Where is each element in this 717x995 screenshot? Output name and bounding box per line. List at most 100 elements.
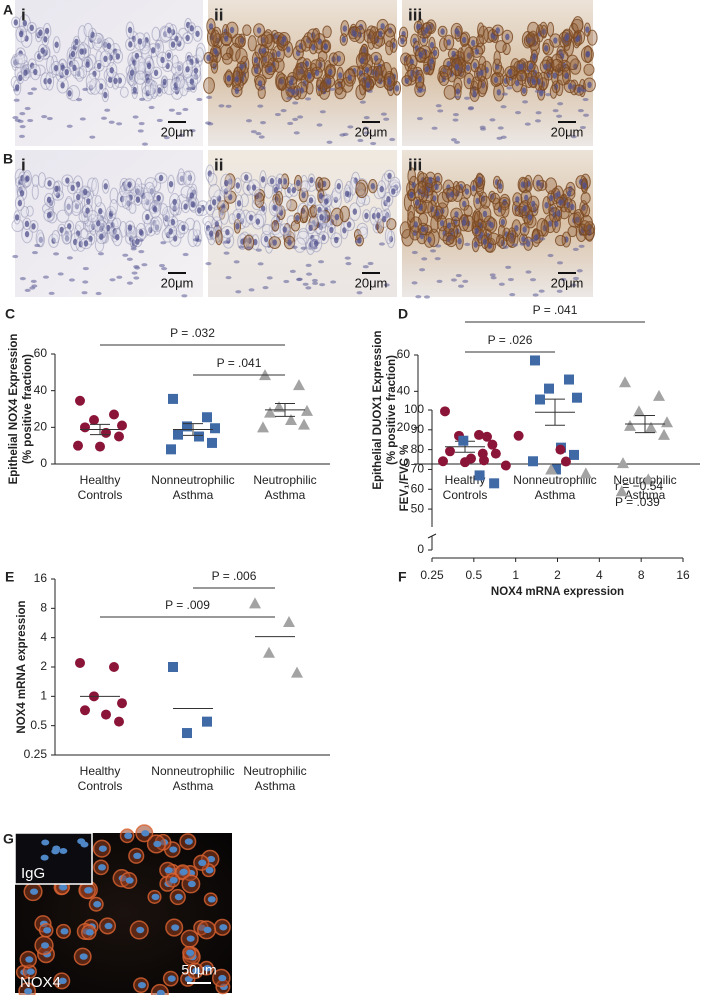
panel-label: A (3, 2, 13, 18)
nucleus (96, 62, 102, 70)
cell (487, 232, 500, 245)
nucleus (189, 192, 194, 199)
nucleus (106, 42, 112, 50)
stroma-nucleus (534, 119, 541, 123)
stroma-nucleus (182, 252, 189, 257)
micrograph (203, 0, 402, 146)
stroma-nucleus (262, 286, 269, 290)
nucleus (378, 30, 383, 38)
stroma-nucleus (181, 294, 188, 298)
nucleus (224, 179, 229, 187)
stroma-nucleus (250, 130, 257, 134)
stroma-nucleus (158, 263, 165, 268)
y-axis-label: Epithelial NOX4 Expression (8, 334, 20, 485)
stroma-nucleus (156, 118, 163, 123)
nucleus (301, 191, 306, 199)
nucleus (309, 240, 314, 248)
nucleus (417, 75, 422, 83)
nucleus (449, 232, 454, 240)
cell (312, 27, 321, 43)
data-point (438, 456, 448, 467)
nucleus (207, 855, 216, 863)
nucleus (166, 52, 172, 59)
cell (209, 55, 218, 69)
nucleus (20, 174, 25, 182)
nucleus (308, 224, 313, 232)
stroma-nucleus (458, 284, 465, 288)
data-point (95, 441, 105, 452)
nucleus (479, 69, 484, 76)
cell (495, 40, 507, 53)
cell (180, 185, 193, 199)
stroma-nucleus (131, 244, 138, 248)
stroma-nucleus (501, 92, 508, 96)
nucleus (564, 34, 569, 42)
stroma-nucleus (357, 138, 364, 143)
stroma-nucleus (583, 113, 590, 117)
nucleus (168, 228, 173, 235)
stroma-nucleus (27, 91, 34, 96)
nucleus (47, 77, 52, 85)
nucleus (179, 175, 185, 182)
nucleus (424, 27, 429, 34)
stroma-nucleus (452, 113, 459, 117)
stroma-nucleus (539, 237, 546, 241)
nucleus (365, 82, 371, 89)
nucleus (364, 66, 370, 74)
stroma-nucleus (354, 239, 361, 244)
nucleus (183, 203, 188, 210)
cell (546, 21, 555, 37)
cell (260, 31, 273, 49)
stroma-nucleus (557, 261, 564, 265)
stroma-nucleus (319, 283, 326, 287)
y-tick-label: 16 (34, 571, 48, 585)
stroma-nucleus (311, 278, 318, 283)
y-tick-label: 0 (417, 542, 424, 556)
nucleus (70, 184, 75, 192)
nucleus (536, 179, 541, 187)
nucleus (255, 218, 261, 225)
nucleus (41, 839, 50, 846)
nucleus (338, 72, 343, 79)
stroma-nucleus (342, 132, 349, 136)
stroma-nucleus (529, 238, 536, 242)
nucleus (472, 91, 477, 98)
nucleus (263, 235, 269, 243)
nucleus (384, 212, 390, 219)
stroma-nucleus (223, 240, 230, 244)
nucleus (85, 61, 90, 68)
nucleus (54, 41, 59, 48)
nucleus (103, 41, 108, 48)
scale-label: 20μm (551, 275, 584, 290)
stroma-nucleus (411, 250, 418, 255)
stroma-nucleus (225, 275, 232, 280)
x-tick-label: Nonneutrophilic (151, 764, 234, 778)
nucleus (482, 238, 488, 245)
nucleus (383, 199, 388, 207)
nucleus (214, 221, 220, 228)
cell (78, 211, 90, 223)
nucleus (224, 35, 229, 42)
cell (85, 73, 97, 90)
nucleus (424, 66, 429, 73)
stroma-nucleus (312, 281, 319, 285)
nucleus (328, 68, 333, 76)
data-point (474, 429, 484, 440)
nucleus (168, 180, 174, 188)
nucleus (40, 854, 49, 861)
nucleus (41, 942, 50, 949)
nucleus (544, 202, 549, 209)
nucleus (533, 234, 539, 241)
y-tick-label: 100 (404, 402, 424, 416)
stroma-nucleus (557, 102, 564, 106)
stroma-nucleus (419, 88, 426, 92)
stroma-nucleus (41, 115, 48, 119)
data-point (301, 404, 313, 416)
nucleus (482, 210, 488, 218)
nucleus (587, 81, 592, 89)
nucleus (336, 55, 341, 62)
stroma-nucleus (423, 295, 430, 299)
p-value: P = .032 (170, 326, 215, 340)
nucleus (83, 188, 88, 196)
nucleus (156, 989, 165, 995)
